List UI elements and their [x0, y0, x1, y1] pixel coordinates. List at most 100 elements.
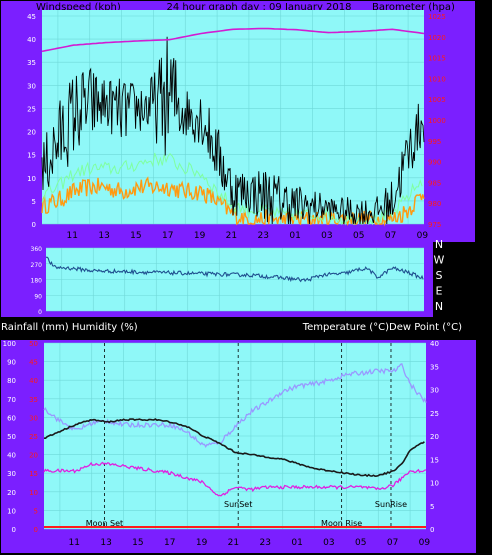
direction-axis-ticks: 0 90 180 270 360 — [31, 246, 43, 316]
temperature-line — [44, 418, 425, 478]
rain-y-tick: 5 — [34, 507, 38, 515]
humidity-y-tick: 50 — [7, 433, 16, 441]
direction-y-tick: 0 — [38, 309, 42, 316]
temp-x-tick: 05 — [355, 538, 366, 548]
wind-gust-line — [41, 152, 423, 226]
baro-y-tick: 1010 — [428, 75, 446, 83]
wind-y-tick: 5 — [32, 198, 36, 206]
temp-y-tick: 25 — [430, 410, 439, 418]
wind-y-tick: 25 — [27, 105, 36, 113]
temp-x-tick: 01 — [291, 538, 302, 548]
direction-line — [45, 256, 424, 283]
temp-gridlines — [44, 342, 426, 530]
temp-x-tick: 23 — [260, 538, 271, 548]
humidity-y-tick: 100 — [3, 340, 16, 348]
humidity-y-tick: 90 — [7, 359, 16, 367]
baro-y-tick: 980 — [428, 200, 441, 208]
dewpoint-line — [43, 461, 427, 497]
temp-x-tick: 19 — [196, 538, 208, 548]
baro-y-tick: 1015 — [428, 55, 446, 63]
temp-x-tick: 15 — [132, 538, 143, 548]
temp-x-tick: 07 — [387, 538, 398, 548]
direction-compass-letter: E — [436, 285, 443, 298]
baro-y-tick: 985 — [428, 179, 441, 187]
direction-y-tick: 270 — [31, 262, 43, 269]
rain-y-tick: 45 — [29, 359, 38, 367]
temp-x-tick: 21 — [228, 538, 239, 548]
temp-x-ticks: 11 13 15 17 19 21 23 01 03 05 07 09 — [69, 538, 431, 548]
wind-x-tick: 01 — [289, 231, 300, 241]
direction-compass-letter: N — [435, 300, 443, 313]
wind-y-tick: 35 — [27, 59, 36, 67]
barometer-line — [41, 27, 425, 53]
direction-y-tick: 360 — [31, 246, 43, 253]
wind-axis-ticks: 0 5 10 15 20 25 30 35 40 45 — [27, 13, 36, 229]
wind-x-tick: 05 — [353, 231, 364, 241]
wind-x-ticks: 11 13 15 17 19 21 23 01 03 05 07 09 — [67, 231, 429, 241]
wind-x-tick: 17 — [162, 231, 173, 241]
rain-y-tick: 0 — [34, 526, 38, 534]
rain-y-tick: 50 — [29, 340, 38, 348]
bottom-left-axis-title: Rainfall (mm) Humidity (%) — [1, 322, 138, 333]
wind-y-tick: 30 — [27, 82, 36, 90]
direction-y-tick: 180 — [31, 278, 43, 285]
humidity-line — [43, 363, 427, 449]
humidity-y-tick: 60 — [7, 414, 16, 422]
astro-marker-label: SunSet — [224, 500, 252, 509]
humidity-y-tick: 20 — [7, 489, 16, 497]
rain-y-tick: 30 — [29, 414, 38, 422]
wind-avg-line — [41, 36, 425, 225]
wind-gridlines — [42, 10, 424, 225]
humidity-y-tick: 40 — [7, 452, 16, 460]
wind-x-tick: 09 — [417, 231, 429, 241]
temp-x-tick: 17 — [164, 538, 175, 548]
rain-y-tick: 20 — [29, 452, 38, 460]
wind-y-tick: 20 — [27, 129, 36, 137]
temp-y-tick: 30 — [430, 387, 439, 395]
humidity-y-tick: 80 — [7, 377, 16, 385]
baro-y-tick: 990 — [428, 159, 441, 167]
humidity-y-tick: 0 — [12, 526, 16, 534]
baro-y-tick: 1020 — [428, 34, 446, 42]
wind-x-tick: 21 — [226, 231, 237, 241]
wind-x-tick: 07 — [385, 231, 396, 241]
temp-x-tick: 11 — [69, 538, 80, 548]
wind-x-tick: 13 — [98, 231, 109, 241]
bottom-right-axis-title: Temperature (°C)Dew Point (°C) — [302, 322, 462, 333]
baro-y-tick: 975 — [428, 221, 441, 229]
rain-y-tick: 15 — [29, 470, 38, 478]
temp-y-tick: 40 — [430, 340, 439, 348]
direction-compass-letter: S — [436, 269, 443, 282]
direction-y-tick: 90 — [34, 293, 42, 300]
header-left-label: Windspeed (kph) — [36, 2, 121, 13]
temp-x-tick: 09 — [419, 538, 431, 548]
astro-marker-label: Moon Set — [86, 519, 123, 528]
temp-y-tick: 20 — [430, 433, 439, 441]
temp-x-tick: 13 — [100, 538, 111, 548]
rain-y-tick: 10 — [29, 489, 38, 497]
direction-gridlines — [46, 247, 424, 312]
humidity-y-tick: 30 — [7, 470, 16, 478]
baro-y-tick: 995 — [428, 138, 441, 146]
direction-compass-letter: N — [435, 238, 443, 251]
rain-y-tick: 25 — [29, 433, 38, 441]
temp-y-tick: 0 — [430, 526, 434, 534]
humidity-y-tick: 10 — [7, 507, 16, 515]
wind-y-tick: 40 — [27, 36, 36, 44]
baro-y-tick: 1000 — [428, 117, 446, 125]
wind-x-tick: 11 — [67, 231, 78, 241]
wind-x-tick: 19 — [194, 231, 206, 241]
wind-series-group — [41, 27, 425, 227]
astro-marker-label: SunRise — [375, 500, 407, 509]
baro-y-tick: 1005 — [428, 96, 446, 104]
temp-y-tick: 35 — [430, 363, 439, 371]
direction-series-group — [45, 256, 424, 283]
temp-y-tick: 5 — [430, 503, 434, 511]
wind-plot-area — [42, 10, 424, 224]
temp-y-tick: 10 — [430, 480, 439, 488]
direction-compass-letter: W — [434, 254, 445, 267]
